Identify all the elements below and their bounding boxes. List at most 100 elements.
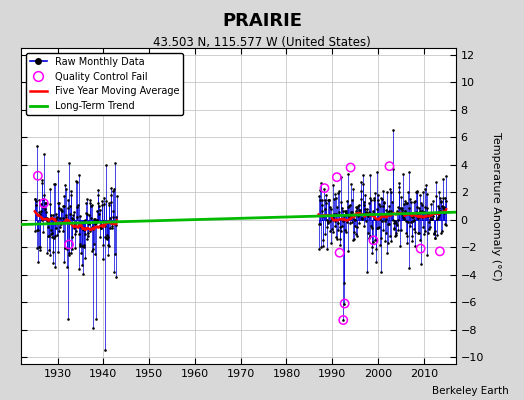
Point [32,202,40,208]
Point [441,198,450,205]
Point [53,168,62,174]
Point [102,162,110,168]
Point [324,220,333,227]
Point [367,197,375,203]
Point [331,218,340,224]
Point [86,197,95,204]
Text: Berkeley Earth: Berkeley Earth [432,386,508,396]
Point [439,205,447,211]
Point [357,188,365,194]
Point [354,203,363,209]
Point [333,235,341,242]
Point [382,230,390,236]
Point [88,223,96,230]
Point [80,227,89,234]
Point [414,210,423,216]
Point [65,250,73,256]
Point [62,212,71,218]
Point [429,210,438,216]
Point [362,218,370,224]
Point [357,211,366,217]
Point [361,206,369,212]
Point [69,212,78,218]
Point [410,198,419,204]
Point [33,244,41,251]
Point [401,230,410,236]
Point [320,185,329,191]
Point [422,182,430,189]
Point [341,208,350,214]
Point [89,226,97,232]
Point [425,224,434,230]
Point [315,193,323,199]
Point [438,203,446,210]
Point [386,189,395,195]
Point [110,219,118,225]
Point [85,212,93,218]
Point [60,259,68,266]
Point [395,180,403,186]
Point [319,213,328,219]
Point [325,218,334,225]
Point [389,216,397,223]
Point [80,244,88,250]
Point [74,172,83,178]
Point [99,242,107,248]
Point [321,231,329,238]
Point [364,200,373,206]
Point [50,235,58,242]
Point [99,256,107,262]
Point [42,218,51,224]
Point [78,262,86,269]
Point [398,211,406,218]
Point [72,204,81,210]
Point [90,240,98,247]
Point [103,242,112,248]
Point [332,211,340,217]
Point [319,237,327,244]
Point [317,244,325,250]
Point [384,239,392,246]
Point [405,168,413,175]
Point [43,218,52,224]
Point [325,196,333,203]
Point [352,208,361,214]
Point [38,229,47,236]
Point [345,212,354,219]
Point [432,210,441,216]
Point [427,201,435,208]
Point [330,222,339,229]
Point [34,258,42,265]
Point [412,189,421,196]
Point [401,208,409,214]
Point [73,220,82,226]
Point [431,179,440,186]
Point [402,218,410,225]
Point [51,216,60,222]
Point [394,204,402,210]
Point [412,209,420,215]
Point [389,220,398,227]
Point [94,200,102,207]
Point [75,213,84,219]
Point [316,221,324,227]
Point [70,209,78,215]
Point [68,234,77,241]
Point [107,184,115,191]
Point [95,211,103,217]
Point [106,215,114,221]
Point [427,216,435,222]
Point [408,238,417,244]
Point [333,204,342,210]
Point [314,220,323,227]
Point [319,242,328,249]
Point [406,210,414,216]
Point [402,200,410,207]
Point [392,220,400,226]
Point [324,197,332,204]
Point [51,181,60,187]
Point [374,197,383,203]
Point [431,235,440,242]
Point [417,208,425,214]
Point [54,200,63,206]
